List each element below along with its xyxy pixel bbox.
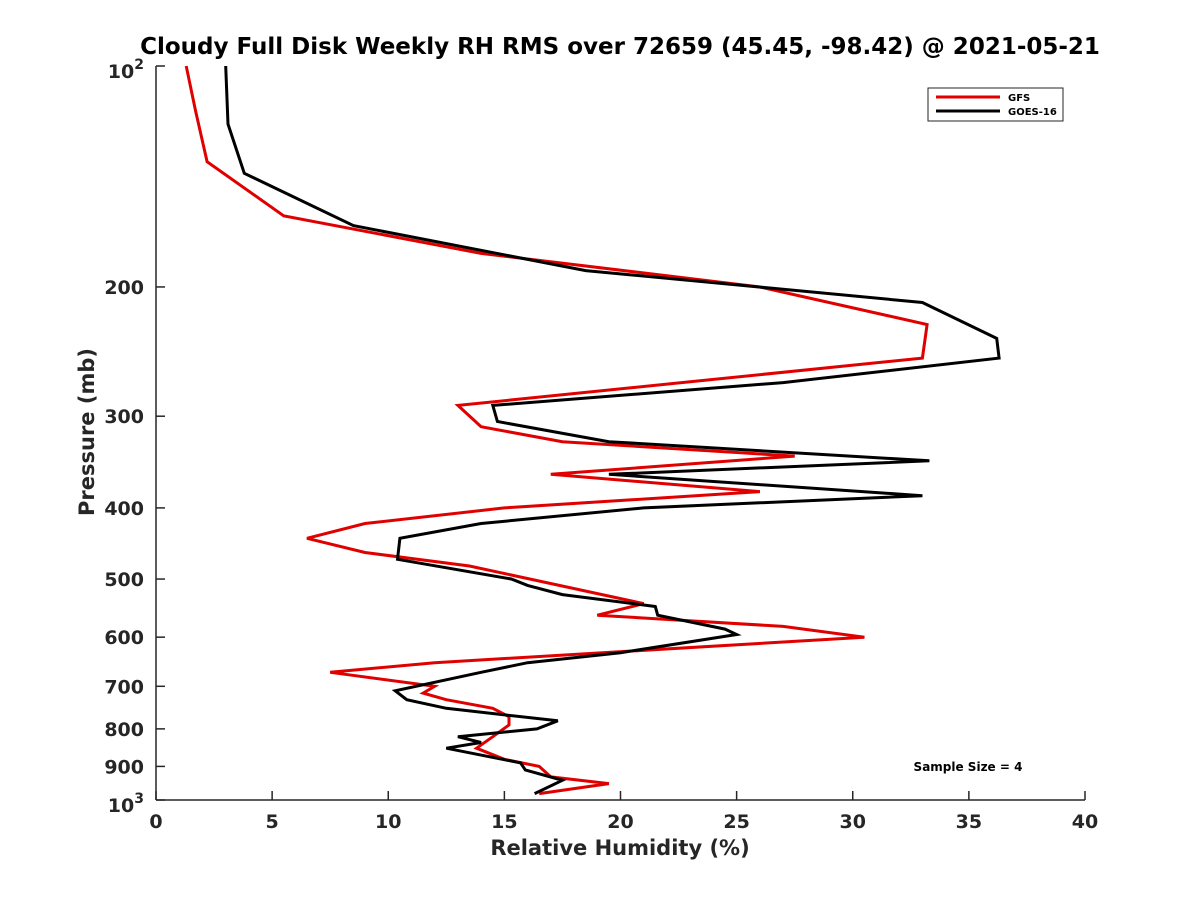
legend: GFS GOES-16 [927,87,1064,122]
y-tick-label: 200 [104,277,144,299]
y-tick-label: 800 [104,719,144,741]
x-tick-label: 15 [491,811,517,833]
y-tick-label: 900 [104,756,144,778]
x-tick-label: 0 [149,811,162,833]
plot-area [156,66,1085,800]
y-tick-label: 700 [104,676,144,698]
legend-label: GOES-16 [1008,107,1057,118]
x-tick-label: 5 [266,811,279,833]
axes-layer: 0 5 10 15 20 25 30 35 40 102 200 300 400 500 600 700 800… [104,57,1098,833]
x-tick-label: 10 [375,811,401,833]
series-layer [184,65,1001,796]
legend-box [927,87,1064,122]
plot-background [156,66,1085,800]
series-line-gfs [184,65,929,796]
y-tick-label: 102 [108,57,144,83]
x-tick-label: 40 [1072,811,1098,833]
y-tick-label: 500 [104,569,144,591]
x-tick-label: 35 [956,811,982,833]
x-axis-label: Relative Humidity (%) [490,836,749,860]
series-line-goes-16 [224,65,1001,795]
y-tick-label: 103 [108,791,144,817]
sample-size-annotation: Sample Size = 4 [914,760,1023,774]
x-tick-label: 30 [840,811,866,833]
y-tick-label: 300 [104,406,144,428]
x-tick-label: 20 [607,811,633,833]
chart-title: Cloudy Full Disk Weekly RH RMS over 7265… [140,34,1100,60]
y-axis-label: Pressure (mb) [75,348,99,516]
y-tick-label: 400 [104,498,144,520]
legend-label: GFS [1008,93,1030,104]
x-tick-label: 25 [723,811,749,833]
y-tick-label: 600 [104,627,144,649]
